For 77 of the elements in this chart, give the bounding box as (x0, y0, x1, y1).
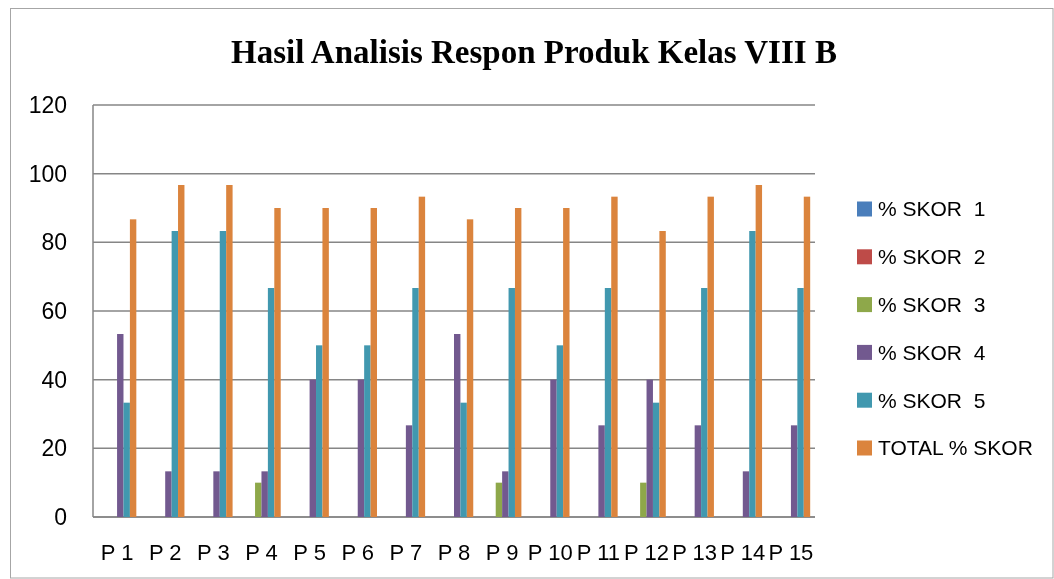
bar (255, 482, 262, 517)
bar (364, 345, 371, 517)
bar (749, 231, 756, 517)
bar (405, 425, 413, 517)
bar (274, 208, 281, 517)
bar (178, 185, 185, 517)
legend-label: % SKOR 3 (878, 292, 986, 316)
bar (370, 208, 377, 517)
bar (514, 208, 522, 517)
bar (640, 482, 647, 517)
bar (454, 334, 461, 517)
chart-title: Hasil Analisis Respon Produk Kelas VIII B (231, 34, 837, 70)
bar (418, 196, 426, 517)
x-tick-label: P 1 (100, 540, 134, 565)
bar (701, 288, 708, 517)
bar (261, 471, 268, 517)
x-tick-label: P 13 (672, 540, 718, 565)
bar (790, 425, 798, 517)
x-tick-label: P 2 (148, 540, 182, 565)
bar (267, 288, 275, 517)
x-tick-label: P 3 (197, 540, 230, 565)
bar (226, 185, 233, 517)
bar (412, 288, 419, 517)
x-tick-label: P 7 (389, 540, 423, 565)
bar (165, 471, 172, 517)
y-tick-label: 80 (41, 229, 67, 256)
bar (797, 288, 804, 517)
x-tick-label: P 15 (768, 540, 814, 565)
bar (129, 219, 137, 517)
bar (123, 402, 130, 517)
x-tick-label: P 5 (293, 540, 326, 565)
x-tick-label: P 14 (720, 540, 766, 565)
bar (598, 425, 605, 517)
x-tick-label: P 12 (624, 540, 669, 565)
bar (309, 379, 317, 517)
bar (563, 208, 570, 517)
x-tick-label: P 10 (527, 540, 573, 565)
x-tick-label: P 9 (485, 540, 519, 565)
bar (316, 345, 323, 517)
bar (659, 231, 666, 517)
bar (652, 402, 660, 517)
y-tick-label: 60 (41, 298, 67, 325)
bar (460, 402, 467, 517)
legend-label: % SKOR 4 (878, 340, 986, 364)
bar (502, 471, 509, 517)
x-tick-label: P 4 (245, 540, 278, 565)
legend-label: TOTAL % SKOR (878, 436, 1033, 460)
bar (611, 196, 618, 517)
bar (357, 379, 365, 517)
legend-label: % SKOR 5 (878, 388, 986, 412)
x-tick-label: P 11 (576, 540, 621, 565)
bar (213, 471, 220, 517)
x-tick-label: P 6 (341, 540, 375, 565)
y-tick-label: 20 (41, 435, 67, 462)
bar (117, 334, 124, 517)
y-tick-label: 120 (28, 92, 67, 119)
bar (550, 379, 557, 517)
y-tick-label: 0 (54, 504, 67, 531)
bar (707, 196, 714, 517)
y-tick-label: 100 (28, 160, 67, 187)
bar (604, 288, 612, 517)
x-tick-label: P 8 (437, 540, 471, 565)
bar (508, 288, 515, 517)
bar (755, 185, 763, 517)
legend-label: % SKOR 2 (878, 245, 986, 269)
bar (322, 208, 329, 517)
bar (171, 231, 179, 517)
bar (803, 196, 811, 517)
bar (694, 425, 702, 517)
bar (646, 379, 653, 517)
bar (742, 471, 750, 517)
bar (495, 482, 503, 517)
bar (556, 345, 564, 517)
legend-label: % SKOR 1 (878, 197, 986, 221)
y-tick-label: 40 (41, 366, 67, 393)
bar (466, 219, 474, 517)
bar (219, 231, 227, 517)
